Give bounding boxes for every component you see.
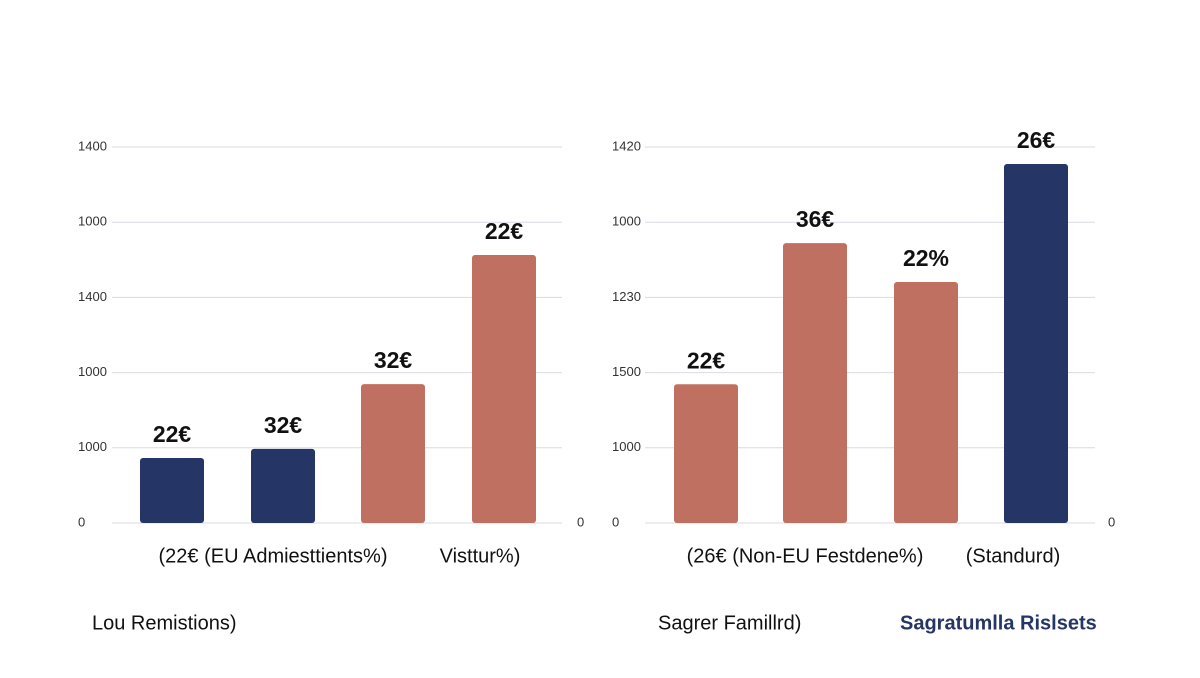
value-label: 22€ [485,218,524,244]
y-tick-label: 1500 [612,364,641,379]
y-tick-label: 1000 [612,214,641,229]
value-label: 22€ [153,421,192,447]
group-label: (22€ (EU Admiesttients%) [159,545,388,567]
bar [140,458,204,523]
y-tick-label: 1400 [78,289,107,304]
y-tick-label: 1000 [78,364,107,379]
bar [472,254,536,524]
y-tick-label: 1230 [612,289,641,304]
group-label: (26€ (Non-EU Festdene%) [687,545,924,567]
value-label: 22% [903,245,949,271]
value-label: 32€ [264,412,303,438]
y-tick-label: 1000 [78,214,107,229]
value-label: 26€ [1017,127,1056,153]
y-tick-label: 0 [612,514,619,529]
y-tick-label: 1000 [78,439,107,454]
bar [1004,163,1068,523]
value-label: 22€ [687,347,726,373]
group-label: Visttur%) [440,545,521,567]
axis-end-label: 0 [577,514,584,529]
footer-label: Sagratumlla Rislsets [900,612,1097,634]
y-tick-label: 1420 [612,138,641,153]
bar [894,282,958,523]
bar [783,243,847,523]
value-label: 32€ [374,347,413,373]
y-tick-label: 1400 [78,138,107,153]
value-label: 36€ [796,206,835,232]
bar [251,448,315,523]
bar [674,384,738,523]
footer-label: Sagrer Famillrd) [658,612,801,634]
y-tick-label: 1000 [612,439,641,454]
y-tick-label: 0 [78,514,85,529]
axis-end-label: 0 [1108,514,1115,529]
footer-label: Lou Remistions) [92,612,237,634]
bar [361,384,425,523]
group-label: (Standurd) [966,545,1061,567]
